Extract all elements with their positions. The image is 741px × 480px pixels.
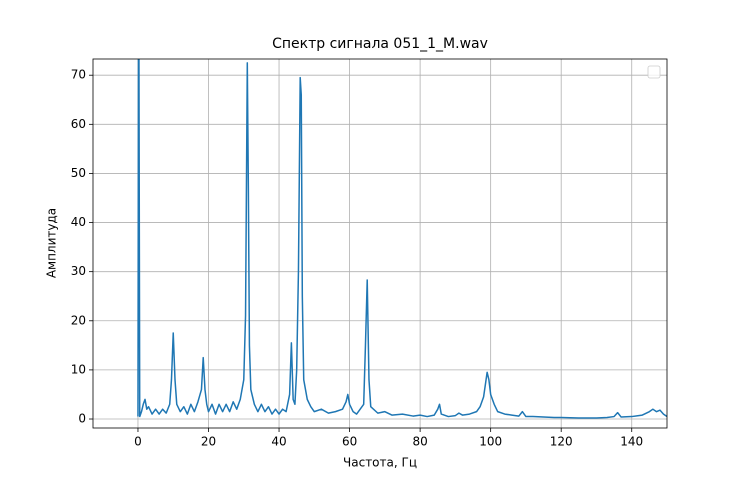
legend [647,65,661,79]
y-tick-label: 70 [71,68,86,82]
chart-title: Спектр сигнала 051_1_M.wav [272,36,488,52]
y-tick-label: 40 [71,215,86,229]
axes-frame [92,58,668,429]
plot-area [137,59,667,419]
series-line [137,59,667,419]
y-tick-label: 0 [78,412,86,426]
x-axis-label: Частота, Гц [343,456,417,470]
x-tick-label: 140 [620,435,643,449]
grid [93,59,667,428]
x-tick-label: 60 [342,435,357,449]
y-tick-label: 30 [71,264,86,278]
x-tick-label: 20 [201,435,216,449]
ticks: 0 20 40 60 80 100 120 140 0 10 20 30 40 50 60 70 [71,68,643,449]
y-axis-label: Амплитуда [45,208,59,278]
x-tick-label: 120 [550,435,573,449]
x-tick-label: 80 [412,435,427,449]
x-tick-label: 0 [134,435,142,449]
y-tick-label: 20 [71,313,86,327]
y-tick-label: 10 [71,362,86,376]
x-tick-label: 100 [479,435,502,449]
x-tick-label: 40 [271,435,286,449]
y-tick-label: 50 [71,166,86,180]
y-tick-label: 60 [71,117,86,131]
